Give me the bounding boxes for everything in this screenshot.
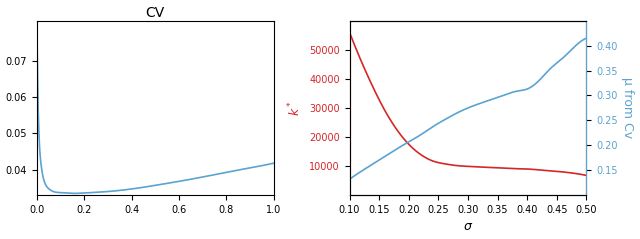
Title: CV: CV: [146, 5, 165, 20]
X-axis label: σ: σ: [464, 220, 472, 234]
Y-axis label: $k^*$: $k^*$: [287, 100, 303, 116]
Y-axis label: μ from Cv: μ from Cv: [621, 77, 634, 139]
